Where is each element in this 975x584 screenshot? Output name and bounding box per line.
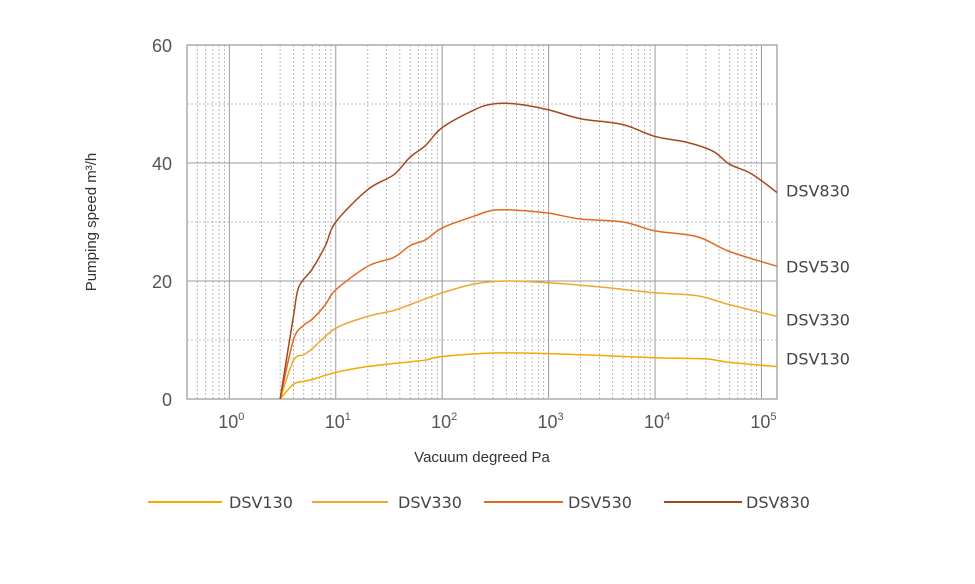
x-tick-label: 105 bbox=[750, 411, 776, 432]
y-tick-label: 40 bbox=[152, 154, 172, 174]
y-axis-label: Pumping speed m³/h bbox=[83, 153, 100, 291]
end-label-dsv130: DSV130 bbox=[786, 350, 850, 369]
end-label-dsv330: DSV330 bbox=[786, 310, 850, 329]
y-tick-label: 0 bbox=[162, 390, 172, 410]
plot-frame bbox=[186, 44, 778, 400]
y-tick-label: 20 bbox=[152, 272, 172, 292]
x-tick-label: 102 bbox=[431, 411, 457, 432]
grid bbox=[186, 44, 778, 400]
x-tick-label: 104 bbox=[644, 411, 670, 432]
end-label-dsv830: DSV830 bbox=[786, 182, 850, 201]
x-tick-label: 101 bbox=[325, 411, 351, 432]
y-tick-labels: 0 20 40 60 bbox=[152, 36, 172, 410]
series-end-labels: DSV130 DSV330 DSV530 DSV830 bbox=[786, 182, 850, 369]
series-line-dsv530 bbox=[279, 208, 778, 400]
x-tick-label: 103 bbox=[538, 411, 564, 432]
series-line-dsv130 bbox=[279, 351, 778, 400]
x-tick-labels: 100 101 102 103 104 105 bbox=[218, 411, 776, 432]
legend-label-dsv830: DSV830 bbox=[746, 493, 810, 512]
x-axis-label: Vacuum degreed Pa bbox=[414, 449, 550, 466]
series-line-dsv330 bbox=[279, 280, 778, 400]
legend-label-dsv530: DSV530 bbox=[568, 493, 632, 512]
legend-label-dsv130: DSV130 bbox=[229, 493, 293, 512]
legend: DSV130 DSV330 DSV530 DSV830 bbox=[148, 493, 810, 512]
series-line-dsv830 bbox=[279, 102, 778, 400]
x-tick-label: 100 bbox=[218, 411, 244, 432]
curves bbox=[279, 102, 778, 400]
end-label-dsv530: DSV530 bbox=[786, 257, 850, 276]
legend-label-dsv330: DSV330 bbox=[398, 493, 462, 512]
y-tick-label: 60 bbox=[152, 36, 172, 56]
